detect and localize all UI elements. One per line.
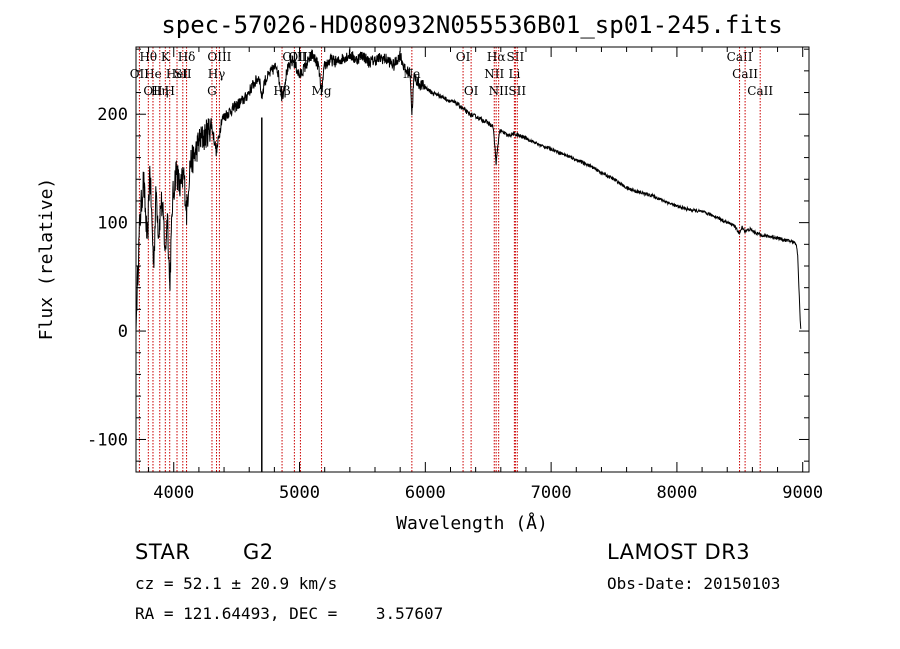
- spectral-line-label-4: Hη: [151, 84, 169, 98]
- spectral-line-label-25: SII: [508, 84, 526, 98]
- chart-title: spec-57026-HD080932N055536B01_sp01-245.f…: [161, 11, 782, 39]
- spectral-line-label-3: OII: [143, 84, 163, 98]
- spectral-line-label-12: OIII: [207, 50, 231, 64]
- plot-layer: [135, 49, 802, 472]
- spectral-line-label-1: OII: [130, 67, 150, 81]
- spectral-line-label-23: Li: [508, 67, 520, 81]
- spectral-lines-layer: HθOIIHeOIIHηKHHeISIIHδGHγOIIIHβOIIIOIIIM…: [130, 47, 773, 472]
- x-tick-label-4000: 4000: [153, 483, 194, 503]
- spectral-line-label-0: Hθ: [139, 50, 157, 64]
- y-tick-label-100: 100: [97, 214, 128, 234]
- x-tick-label-7000: 7000: [531, 483, 572, 503]
- plot-frame: [135, 46, 810, 473]
- y-tick-label-0: 0: [118, 322, 128, 342]
- spectral-line-label-19: OI: [464, 84, 479, 98]
- y-axis-label: Flux (relative): [36, 178, 57, 341]
- spectral-line-label-20: NII: [484, 67, 504, 81]
- x-tick-label-9000: 9000: [782, 483, 823, 503]
- x-axis-label: Wavelength (Å): [396, 512, 548, 534]
- spectral-line-label-22: NII: [489, 84, 509, 98]
- x-tick-label-5000: 5000: [279, 483, 320, 503]
- x-tick-label-8000: 8000: [656, 483, 697, 503]
- y-tick-label-200: 200: [97, 105, 128, 125]
- spectral-line-label-10: G: [207, 84, 217, 98]
- spectral-line-label-18: OI: [456, 50, 471, 64]
- spectral-line-label-11: Hγ: [208, 67, 226, 81]
- object-subclass: G2: [243, 540, 274, 564]
- y-tick-label--100: -100: [87, 430, 128, 450]
- spectral-line-label-21: Hα: [487, 50, 506, 64]
- coordinates: RA = 121.64493, DEC = 3.57607: [135, 604, 444, 623]
- spectral-line-label-6: H: [164, 84, 174, 98]
- spectral-line-label-9: Hδ: [178, 50, 196, 64]
- x-tick-label-6000: 6000: [405, 483, 446, 503]
- redshift-velocity: cz = 52.1 ± 20.9 km/s: [135, 574, 338, 593]
- spectral-line-label-13: Hβ: [273, 84, 290, 98]
- spectral-line-label-8: SII: [174, 67, 192, 81]
- spectrum-line: [135, 49, 802, 332]
- survey-name: LAMOST DR3: [607, 540, 751, 564]
- spectral-line-label-26: CaII: [727, 50, 753, 64]
- spectral-line-label-27: CaII: [732, 67, 758, 81]
- spectral-line-label-5: K: [161, 50, 171, 64]
- spectral-line-label-28: CaII: [747, 84, 773, 98]
- ticks-layer: 4000 5000 6000 7000 8000 9000 -100 0 100 200: [87, 47, 823, 503]
- observation-date: Obs-Date: 20150103: [607, 574, 781, 593]
- object-class: STAR: [135, 540, 191, 564]
- spectral-line-label-24: SII: [507, 50, 525, 64]
